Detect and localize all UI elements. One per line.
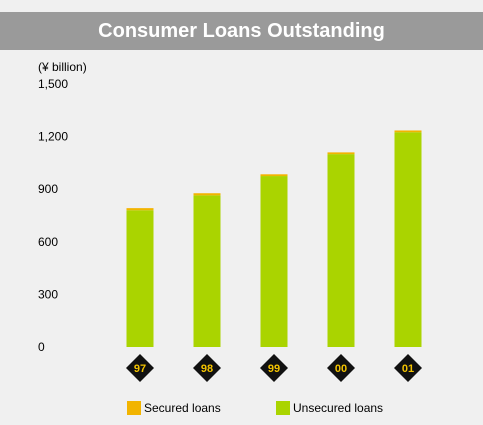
bars: [126, 130, 422, 347]
x-badge-diamond: [126, 354, 154, 382]
bar-unsecured-loans-01: [394, 132, 422, 347]
x-badge-diamond: [260, 354, 288, 382]
x-tick-label: 97: [134, 363, 146, 375]
y-tick-label: 900: [38, 182, 58, 196]
bar-secured-loans-99: [260, 174, 288, 177]
chart-title: Consumer Loans Outstanding: [0, 12, 483, 50]
legend-label: Unsecured loans: [293, 401, 383, 415]
bar-unsecured-loans-00: [327, 154, 355, 347]
x-axis-badges: 97 98 99 00 01: [126, 354, 422, 382]
bar-secured-loans-97: [126, 208, 154, 211]
bar-secured-loans-00: [327, 152, 355, 155]
y-axis-unit-label: (¥ billion): [38, 60, 87, 74]
x-tick-label: 99: [268, 363, 280, 375]
x-tick-label: 98: [201, 363, 213, 375]
x-badge-diamond: [193, 354, 221, 382]
legend-swatch: [276, 401, 290, 415]
x-tick-label: 01: [402, 363, 414, 375]
bar-unsecured-loans-98: [193, 195, 221, 347]
y-tick-label: 1,500: [38, 77, 68, 91]
legend-label: Secured loans: [144, 401, 221, 415]
x-badge-diamond: [327, 354, 355, 382]
y-tick-label: 300: [38, 287, 58, 301]
legend: Secured loans Unsecured loans: [127, 401, 383, 415]
y-axis-ticks: 0 300 600 900 1,200 1,500: [38, 77, 68, 354]
bar-unsecured-loans-97: [126, 210, 154, 347]
y-tick-label: 1,200: [38, 130, 68, 144]
bar-secured-loans-98: [193, 193, 221, 196]
x-tick-label: 00: [335, 363, 347, 375]
bar-unsecured-loans-99: [260, 176, 288, 347]
y-tick-label: 600: [38, 235, 58, 249]
y-tick-label: 0: [38, 340, 45, 354]
x-badge-diamond: [394, 354, 422, 382]
legend-swatch: [127, 401, 141, 415]
bar-secured-loans-01: [394, 130, 422, 133]
